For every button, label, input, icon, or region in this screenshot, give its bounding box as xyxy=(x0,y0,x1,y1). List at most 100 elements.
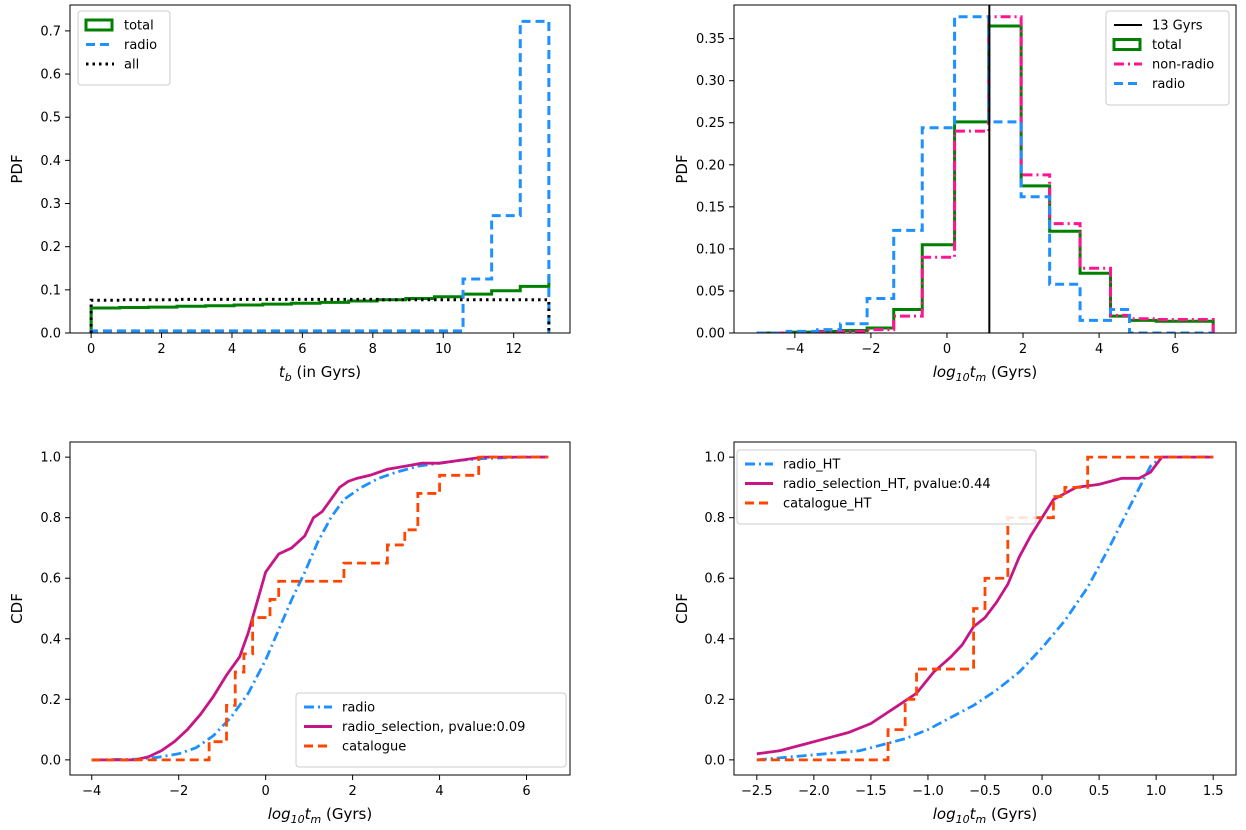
y-tick-label: 0.1 xyxy=(40,283,61,298)
legend-label: total xyxy=(1152,38,1182,53)
chart-panel-4: −2.5 −2.0 −1.5 −1.0 −0.5 0.0 0.5 1.0 1.5 0.0 0.2 0.… xyxy=(673,441,1237,826)
y-tick-label: 0.2 xyxy=(704,693,725,708)
legend-label: total xyxy=(124,19,154,34)
y-axis-label: PDF xyxy=(673,154,691,183)
x-tick-label: 0.5 xyxy=(1089,784,1110,799)
legend-box xyxy=(736,449,1037,525)
series-line-catalogue-ht xyxy=(756,455,1214,762)
series-line-radio-selection xyxy=(91,455,549,762)
y-tick-label: 0.2 xyxy=(40,693,61,708)
legend-swatch xyxy=(84,18,114,32)
y-tick-label: 1.0 xyxy=(704,451,725,466)
y-tick-label: 1.0 xyxy=(40,451,61,466)
plot-area xyxy=(756,5,1215,333)
x-tick-label: 6 xyxy=(1171,342,1179,357)
y-tick-label: 0.00 xyxy=(696,327,725,342)
legend-label: all xyxy=(124,58,139,73)
x-tick-label: 12 xyxy=(505,342,522,357)
legend-swatch xyxy=(1112,38,1142,51)
legend-label: catalogue_HT xyxy=(783,497,872,512)
axes-frame xyxy=(69,441,571,776)
y-tick-label: 0.0 xyxy=(40,753,61,768)
legend-label: radio xyxy=(124,38,157,53)
y-tick-label: 0.7 xyxy=(40,24,61,39)
legend: 13 Gyrs total non-radio radio xyxy=(1105,10,1230,106)
axes-frame xyxy=(733,4,1237,334)
x-axis-label: log10tm (Gyrs) xyxy=(933,363,1037,384)
legend-label: non-radio xyxy=(1152,58,1214,73)
x-tick-label: 1.0 xyxy=(1146,784,1167,799)
x-tick-label: −2 xyxy=(169,784,188,799)
x-tick-label: −0.5 xyxy=(969,784,1001,799)
legend-label: radio_selection_HT, pvalue:0.44 xyxy=(783,477,991,492)
y-tick-label: 0.8 xyxy=(704,511,725,526)
legend: radio radio_selection, pvalue:0.09 catalog… xyxy=(295,692,567,768)
y-tick-label: 0.6 xyxy=(40,572,61,587)
x-tick-label: 6 xyxy=(522,784,530,799)
x-axis-label: tb (in Gyrs) xyxy=(279,363,361,384)
x-tick-label: 6 xyxy=(298,342,306,357)
y-tick-label: 0.6 xyxy=(40,68,61,83)
y-tick-label: 0.25 xyxy=(696,116,725,131)
x-tick-label: 2 xyxy=(348,784,356,799)
series-line-radio-selection-ht xyxy=(756,455,1214,756)
y-axis-label: CDF xyxy=(673,593,691,624)
series-line-radio xyxy=(756,15,1214,333)
x-tick-label: −1.5 xyxy=(855,784,887,799)
x-tick-label: 4 xyxy=(1095,342,1103,357)
chart-panel-3: −4 −2 0 2 4 6 0.0 0.2 0.4 0.6 0.8 1.0 CDF log10tm (Gy… xyxy=(8,441,571,826)
y-tick-label: 0.05 xyxy=(696,284,725,299)
legend: radio_HT radio_selection_HT, pvalue:0.44 c… xyxy=(736,449,1037,525)
x-tick-label: 0 xyxy=(87,342,95,357)
series-line-total xyxy=(89,275,551,333)
x-tick-label: 10 xyxy=(435,342,452,357)
y-tick-label: 0.30 xyxy=(696,74,725,89)
legend: total radio all xyxy=(77,10,171,86)
y-tick-label: 0.0 xyxy=(40,327,61,342)
y-axis-label: CDF xyxy=(8,593,26,624)
y-tick-label: 0.4 xyxy=(40,154,61,169)
x-axis-label: log10tm (Gyrs) xyxy=(268,805,372,826)
series-line-all xyxy=(89,297,551,333)
x-tick-label: 4 xyxy=(435,784,443,799)
y-tick-label: 0.10 xyxy=(696,242,725,257)
chart-panel-2: −4 −2 0 2 4 6 0.00 0.05 0.10 0.15 0.20 0.25 0.30 0.35… xyxy=(673,4,1237,384)
x-tick-label: 2 xyxy=(1019,342,1027,357)
y-tick-label: 0.5 xyxy=(40,111,61,126)
y-tick-label: 0.35 xyxy=(696,32,725,47)
chart-panel-1: 0 2 4 6 8 10 12 0.0 0.1 0.2 0.3 0.4 0.5 0.6 0.7 PDF tb (… xyxy=(8,4,571,384)
x-tick-label: −1.0 xyxy=(912,784,944,799)
legend-label: radio_selection, pvalue:0.09 xyxy=(342,720,525,735)
x-tick-label: 0.0 xyxy=(1032,784,1053,799)
x-axis-label: log10tm (Gyrs) xyxy=(933,805,1037,826)
y-tick-label: 0.0 xyxy=(704,753,725,768)
x-tick-label: −2 xyxy=(861,342,880,357)
x-tick-label: 0 xyxy=(943,342,951,357)
x-tick-label: 4 xyxy=(228,342,236,357)
x-tick-label: −4 xyxy=(785,342,804,357)
legend-box xyxy=(295,692,567,768)
x-tick-label: −2.5 xyxy=(741,784,773,799)
y-tick-label: 0.20 xyxy=(696,158,725,173)
plot-area xyxy=(91,455,549,762)
legend-box xyxy=(1105,10,1230,106)
series-line-radio-ht xyxy=(756,455,1214,762)
y-tick-label: 0.4 xyxy=(40,632,61,647)
y-tick-label: 0.4 xyxy=(704,632,725,647)
y-tick-label: 0.3 xyxy=(40,197,61,212)
x-tick-label: −2.0 xyxy=(798,784,830,799)
x-tick-label: 8 xyxy=(369,342,377,357)
legend-label: radio xyxy=(1152,77,1185,92)
series-line-radio xyxy=(89,19,551,333)
axes-frame xyxy=(69,4,571,334)
x-tick-label: 0 xyxy=(262,784,270,799)
legend-label: 13 Gyrs xyxy=(1152,19,1203,34)
y-axis-label: PDF xyxy=(8,154,26,183)
y-tick-label: 0.15 xyxy=(696,200,725,215)
plot-area xyxy=(756,455,1214,762)
series-line-catalogue xyxy=(91,455,549,762)
y-tick-label: 0.2 xyxy=(40,240,61,255)
x-tick-label: −4 xyxy=(82,784,101,799)
x-tick-label: 1.5 xyxy=(1203,784,1224,799)
